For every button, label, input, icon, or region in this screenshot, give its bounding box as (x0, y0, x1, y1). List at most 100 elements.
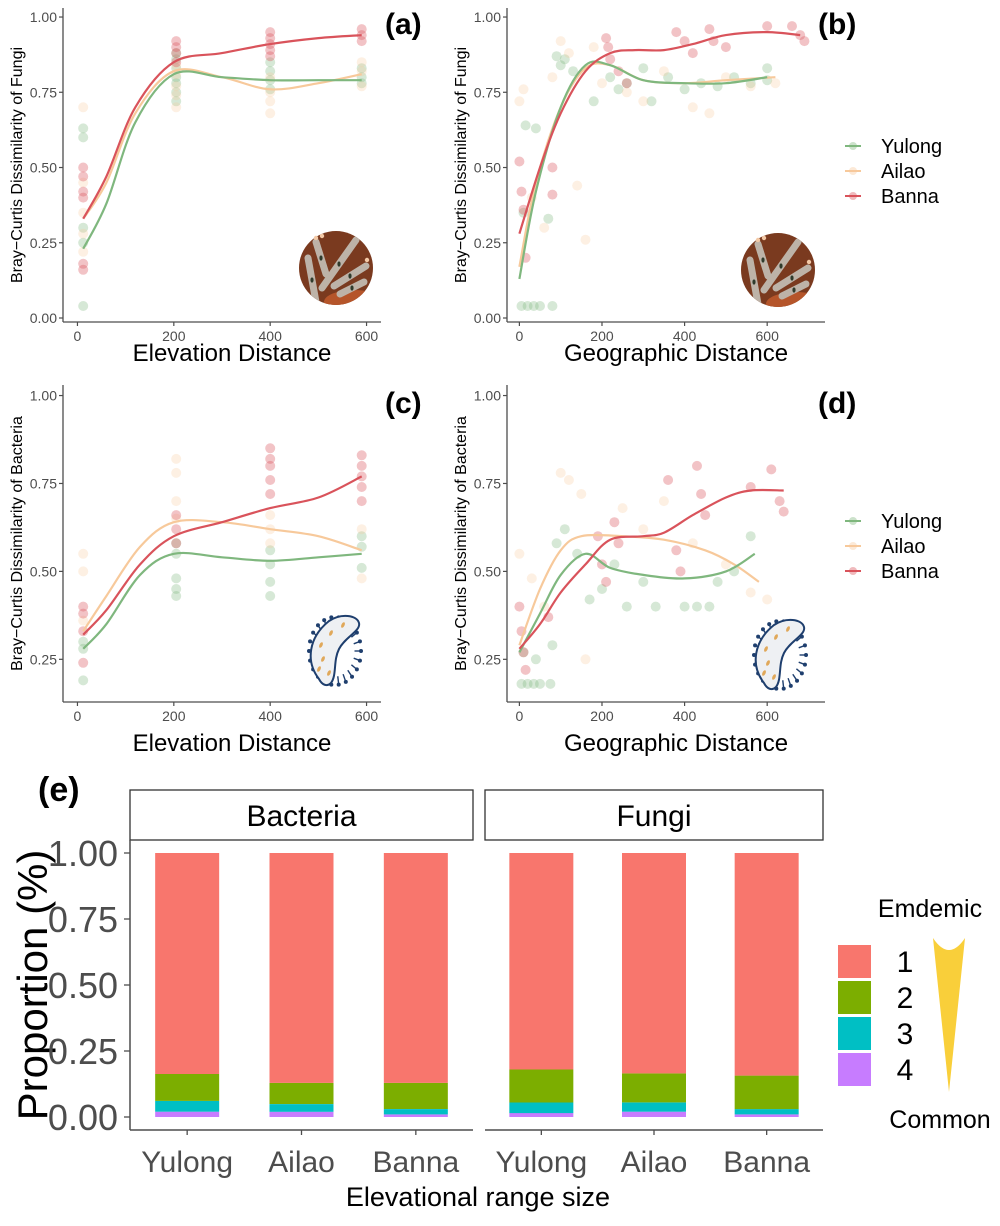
bar-segment-rank-2 (509, 1069, 574, 1103)
legend-label-ailao: Ailao (881, 536, 925, 558)
bacteria-cilium-tip (350, 674, 355, 679)
bacteria-granule (766, 660, 770, 666)
data-point-ailao (514, 96, 525, 107)
panel-tag-a: (a) (385, 8, 422, 41)
bacteria-cilium-tip (756, 634, 761, 639)
data-point-yulong (530, 123, 541, 134)
x-tick-label: 200 (162, 708, 186, 724)
data-point-banna (766, 464, 777, 475)
y-tick-label: 1.00 (474, 9, 501, 25)
y-tick-label: 0.00 (48, 1097, 118, 1138)
bacteria-granule (317, 666, 321, 672)
data-point-yulong (356, 63, 367, 74)
bar-segment-rank-4 (622, 1111, 686, 1117)
y-tick-label: 0.25 (48, 1031, 118, 1072)
data-point-yulong (171, 87, 182, 98)
data-point-banna (514, 601, 525, 612)
x-tick-label: 0 (515, 708, 523, 724)
data-point-ailao (617, 503, 628, 514)
data-point-yulong (265, 545, 276, 556)
data-point-yulong (520, 120, 531, 131)
bar-segment-rank-1 (155, 853, 220, 1074)
legend-label-banna: Banna (881, 561, 940, 583)
legend-swatch-rank-1 (838, 945, 871, 978)
x-tick-label: Yulong (141, 1146, 233, 1179)
data-point-ailao (171, 496, 182, 507)
bacteria-granule (762, 670, 766, 676)
data-point-yulong (78, 132, 89, 143)
smooth-line-ailao (518, 533, 760, 646)
panel-tag-b: (b) (818, 8, 856, 41)
x-axis-title: Geographic Distance (564, 730, 788, 757)
data-point-yulong (613, 84, 624, 95)
bacteria-granule (774, 634, 778, 640)
x-tick-label: Banna (723, 1146, 810, 1179)
bacteria-granule (327, 670, 331, 676)
bar-segment-rank-1 (509, 853, 574, 1070)
data-point-banna (78, 601, 89, 612)
bar-facets: Bacteria Yulong Ailao Banna Fungi Yulong Ailao… (48, 789, 824, 1179)
x-axis-title-e: Elevational range size (346, 1182, 610, 1212)
data-point-yulong (78, 222, 89, 233)
data-point-ailao (580, 234, 591, 245)
data-point-ailao (514, 548, 525, 559)
facet-strip (129, 789, 474, 841)
data-point-banna (356, 450, 367, 461)
data-point-banna (601, 33, 612, 44)
data-point-banna (265, 51, 276, 62)
data-point-banna (799, 36, 810, 47)
data-point-yulong (535, 678, 545, 689)
data-point-banna (605, 54, 616, 65)
smooth-line-yulong (518, 552, 756, 653)
data-point-ailao (265, 538, 276, 549)
data-point-ailao (265, 108, 276, 119)
data-point-banna (621, 78, 632, 89)
data-point-banna (671, 27, 682, 38)
facet-fungi: Fungi Yulong Ailao Banna (484, 789, 824, 1179)
data-point-ailao (356, 573, 367, 584)
data-point-ailao (580, 654, 591, 665)
bar-segment-rank-1 (269, 853, 334, 1083)
fungi-hypha-nucleus (790, 275, 794, 281)
data-point-ailao (658, 66, 669, 77)
data-point-yulong (528, 678, 539, 689)
bar-segment-rank-1 (622, 853, 686, 1074)
bacteria-cilium-tip (788, 683, 793, 688)
legend-bottom-label: Common (889, 1106, 990, 1134)
panel-tag-d: (d) (818, 387, 856, 420)
data-point-ailao (745, 81, 756, 92)
data-point-yulong (559, 524, 570, 535)
bar-segment-rank-3 (155, 1100, 220, 1112)
data-point-banna (265, 453, 276, 464)
y-axis-title: Bray−Curtis Dissimilarity of Fungi (9, 47, 26, 283)
fungi-spore (364, 257, 370, 263)
data-point-ailao (518, 84, 529, 95)
data-point-banna (265, 45, 276, 56)
y-tick-label: 0.75 (48, 899, 118, 940)
x-tick-label: Yulong (495, 1146, 587, 1179)
data-point-yulong (516, 678, 527, 689)
data-point-banna (265, 33, 276, 44)
data-point-banna (171, 48, 182, 59)
bacteria-cilium-tip (804, 653, 808, 657)
data-point-banna (78, 264, 89, 275)
smooth-line-banna (518, 30, 801, 235)
fungi-icon-ground (766, 292, 815, 307)
smooth-line-yulong (82, 551, 362, 650)
data-point-ailao (171, 90, 182, 101)
data-point-yulong (356, 531, 367, 542)
data-point-banna (356, 496, 367, 507)
panel-tag-e: (e) (38, 771, 80, 809)
data-point-yulong (621, 601, 632, 612)
data-point-banna (514, 156, 525, 167)
fungi-hypha-nucleus (310, 277, 314, 283)
legend-label-rank-4: 4 (897, 1054, 914, 1087)
data-point-banna (603, 42, 614, 53)
bacteria-cilium-tip (354, 667, 359, 672)
x-tick-label: 400 (259, 708, 283, 724)
legend-top-label: Emdemic (878, 895, 982, 923)
data-point-yulong (650, 601, 661, 612)
fungi-spore (806, 259, 812, 265)
facet-strip-label: Bacteria (246, 800, 356, 833)
data-point-ailao (171, 467, 182, 478)
